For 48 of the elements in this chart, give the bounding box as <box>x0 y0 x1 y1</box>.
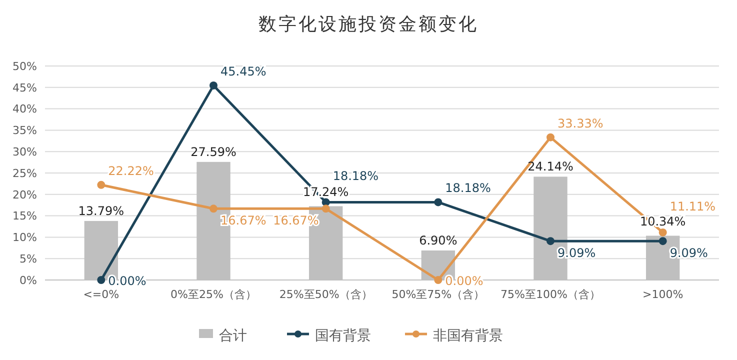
point <box>434 198 442 206</box>
x-tick-label: 25%至50%（含） <box>279 288 372 301</box>
point <box>97 276 106 284</box>
x-tick-label: >100% <box>642 288 684 301</box>
data-label: 11.11% <box>670 199 716 214</box>
data-label: 45.45% <box>220 64 266 78</box>
y-tick-label: 20% <box>12 188 37 202</box>
y-tick-label: 10% <box>12 231 37 244</box>
y-tick-label: 45% <box>12 81 37 94</box>
point <box>97 180 106 189</box>
y-tick-label: 50% <box>12 60 37 73</box>
data-label: 27.59% <box>190 144 236 159</box>
y-tick-label: 15% <box>12 210 37 223</box>
x-tick-label: 50%至75%（含） <box>392 288 485 301</box>
point <box>658 237 667 246</box>
x-tick-label: 0%至25%（含） <box>170 288 256 301</box>
data-label: 24.14% <box>528 160 574 174</box>
chart-title: 数字化设施投资金额变化 <box>258 14 478 35</box>
legend-label: 国有背景 <box>315 328 371 344</box>
y-tick-label: 5% <box>20 252 37 266</box>
data-label: 18.18% <box>445 181 491 196</box>
data-label: 0.00% <box>445 274 484 288</box>
y-tick-label: 35% <box>12 124 37 138</box>
data-label: 33.33% <box>558 116 604 130</box>
point <box>658 228 667 236</box>
legend-label: 非国有背景 <box>433 328 503 344</box>
point <box>546 237 554 246</box>
point <box>546 133 554 142</box>
legend-label: 合计 <box>219 328 247 344</box>
y-tick-label: 0% <box>20 274 37 287</box>
data-label: 6.90% <box>419 233 458 248</box>
x-tick-label: 75%至100%（含） <box>500 288 600 301</box>
data-label: 16.67% <box>220 214 266 228</box>
data-label: 0.00% <box>108 274 146 288</box>
point <box>434 276 442 284</box>
data-label: 16.67% <box>273 214 319 228</box>
point <box>210 81 218 90</box>
y-tick-label: 30% <box>12 145 37 158</box>
point <box>322 204 330 213</box>
y-tick-label: 25% <box>12 166 37 180</box>
y-tick-label: 40% <box>12 102 37 116</box>
x-tick-label: <=0% <box>83 288 120 301</box>
data-label: 9.09% <box>558 246 596 260</box>
point <box>210 204 218 213</box>
data-label: 13.79% <box>78 204 124 218</box>
data-label: 18.18% <box>332 169 379 184</box>
data-label: 9.09% <box>670 246 708 260</box>
data-label: 22.22% <box>108 164 154 178</box>
